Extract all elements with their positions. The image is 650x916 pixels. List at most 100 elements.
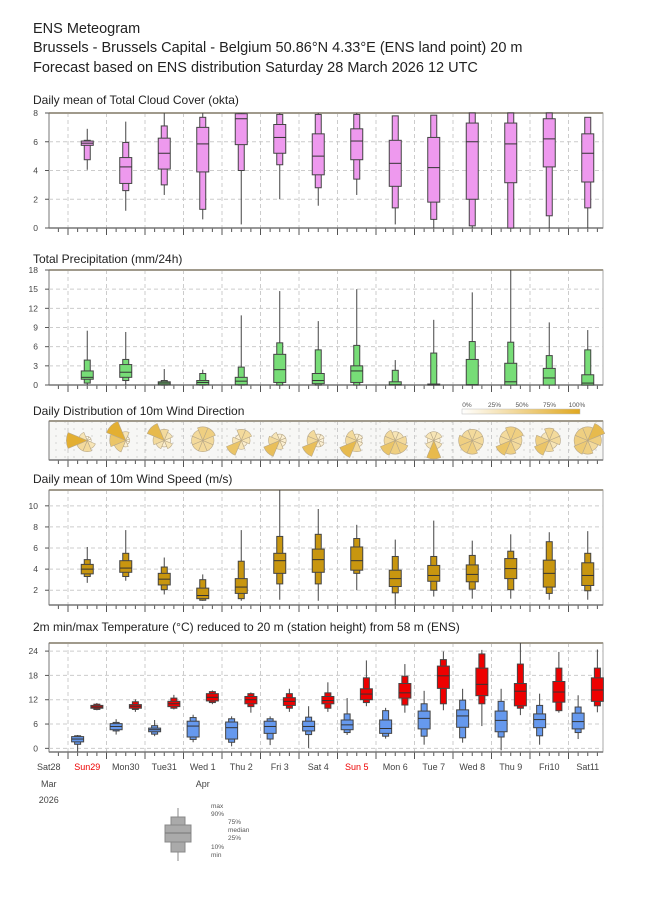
- rose-sector: [573, 439, 589, 455]
- rose-sector: [433, 431, 443, 442]
- precip-box-precip: [196, 369, 210, 386]
- precip-ytick-label: 3: [33, 361, 38, 371]
- wind-box-wind: [273, 490, 287, 600]
- temp-box-max: [321, 682, 335, 712]
- rose-sector: [163, 431, 173, 442]
- precip-ytick-label: 18: [29, 265, 39, 275]
- iqr-box: [273, 353, 287, 383]
- date-label: Fri10: [539, 762, 560, 772]
- precip-box-precip: [157, 369, 171, 386]
- wind-ytick-label: 8: [33, 522, 38, 532]
- wind-box-wind: [311, 508, 325, 601]
- precip-box-precip: [80, 330, 94, 385]
- temp-box-max: [359, 660, 373, 707]
- cloud-box-cloud: [427, 114, 441, 228]
- precip-box-precip: [388, 360, 402, 386]
- temp-ytick-label: 18: [29, 670, 39, 680]
- temp-box-min: [417, 690, 431, 745]
- iqr-box: [234, 113, 248, 146]
- temp-box-min: [186, 714, 200, 743]
- date-label: Sat28: [37, 762, 61, 772]
- rose-sector: [339, 439, 358, 458]
- wind-box-wind: [80, 546, 94, 583]
- wind-rose: [425, 431, 443, 460]
- iqr-box: [427, 136, 441, 203]
- rose-sector: [461, 429, 473, 442]
- legend-label-median: median: [228, 827, 250, 834]
- date-label: Sun 5: [345, 762, 369, 772]
- iqr-box: [196, 126, 210, 173]
- temp-box-min: [148, 719, 162, 737]
- rose-sector: [587, 423, 606, 442]
- temp-box-max: [282, 688, 296, 712]
- date-label: Fri 3: [271, 762, 289, 772]
- cloud-box-cloud: [119, 121, 133, 211]
- rose-sector: [510, 427, 524, 442]
- iqr-box: [225, 721, 239, 740]
- date-label: Mon30: [112, 762, 140, 772]
- iqr-box: [513, 683, 527, 707]
- iqr-box: [119, 560, 133, 573]
- wind-ytick-label: 10: [29, 501, 39, 511]
- iqr-box: [398, 683, 412, 699]
- temp-box-max: [167, 694, 181, 710]
- cloud-box-cloud: [157, 113, 171, 195]
- precip-box-precip: [119, 331, 133, 385]
- rose-sector: [232, 436, 243, 445]
- wind-ytick-label: 6: [33, 543, 38, 553]
- iqr-box: [350, 128, 364, 161]
- temp-box-min: [571, 695, 585, 740]
- wind-rose: [66, 431, 96, 452]
- location-line: Brussels - Brussels Capital - Belgium 50…: [33, 40, 523, 56]
- temp-box-max: [513, 643, 527, 716]
- temp-box-max: [128, 699, 142, 712]
- cloud-ytick-label: 8: [33, 108, 38, 118]
- p10-p90-box: [430, 352, 438, 386]
- temp-ytick-label: 24: [29, 646, 39, 656]
- precip-box-precip: [427, 319, 441, 386]
- rose-sector: [106, 420, 127, 442]
- year-label: 2026: [39, 795, 59, 805]
- wind-rose: [301, 429, 325, 457]
- iqr-box: [533, 713, 547, 729]
- rose-sector: [548, 435, 561, 446]
- temp-box-max: [552, 651, 566, 713]
- precip-ytick-label: 9: [33, 323, 38, 333]
- rose-sector: [586, 434, 602, 447]
- legend-label-p25: 25%: [228, 835, 241, 842]
- rose-sector: [535, 434, 551, 447]
- iqr-box: [119, 157, 133, 184]
- temp-box-max: [590, 649, 604, 713]
- windspeed-panel-title: Daily mean of 10m Wind Speed (m/s): [33, 472, 233, 486]
- cloud-ytick-label: 0: [33, 223, 38, 233]
- rose-sector: [271, 431, 281, 442]
- iqr-box: [350, 546, 364, 571]
- wind-box-wind: [581, 531, 595, 600]
- wind-box-wind: [427, 520, 441, 597]
- wind-rose: [534, 427, 561, 456]
- rose-sector: [163, 439, 173, 450]
- wind-rose: [339, 429, 364, 458]
- temp-box-max: [398, 664, 412, 713]
- precip-box-precip: [465, 292, 479, 386]
- rose-sector: [234, 434, 242, 442]
- rose-sector: [301, 439, 319, 457]
- iqr-box: [273, 124, 287, 154]
- iqr-box: [311, 548, 325, 573]
- cloud-box-cloud: [388, 115, 402, 225]
- meteogram-title: ENS Meteogram: [33, 21, 141, 37]
- wind-box-wind: [504, 534, 518, 599]
- rose-sector: [380, 439, 396, 456]
- date-label: Sun29: [74, 762, 100, 772]
- rose-sector: [426, 439, 442, 460]
- wind-ytick-label: 2: [33, 585, 38, 595]
- cloud-box-cloud: [350, 113, 364, 195]
- wind-rose: [263, 431, 287, 457]
- iqr-box: [571, 712, 585, 730]
- legend-label-p10: 10%: [211, 844, 224, 851]
- iqr-box: [581, 562, 595, 586]
- rose-legend-label: 100%: [569, 402, 586, 409]
- wind-rose: [106, 420, 131, 453]
- rose-sector: [317, 434, 325, 442]
